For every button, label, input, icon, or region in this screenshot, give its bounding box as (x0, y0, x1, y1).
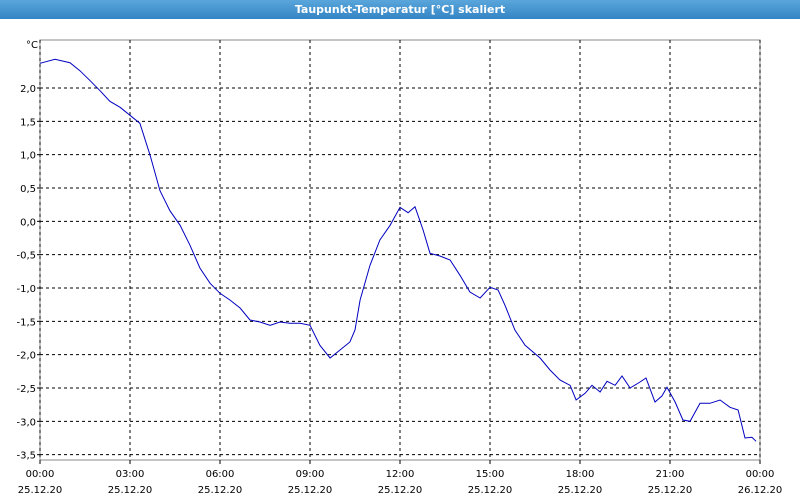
x-tick-date: 25.12.20 (378, 485, 423, 496)
x-tick-label: 03:00 (116, 469, 145, 480)
y-tick-label: -2,5 (16, 384, 36, 395)
title-bar (0, 0, 800, 19)
x-tick-date: 25.12.20 (18, 485, 63, 496)
x-tick-label: 12:00 (386, 469, 415, 480)
x-tick-label: 18:00 (566, 469, 595, 480)
x-tick-label: 00:00 (26, 469, 55, 480)
x-tick-date: 25.12.20 (198, 485, 243, 496)
x-tick-date: 25.12.20 (648, 485, 693, 496)
y-tick-label: -1,5 (16, 317, 36, 328)
y-tick-label: -0,5 (16, 251, 36, 262)
y-tick-label: -3,0 (16, 417, 36, 428)
y-tick-label: 1,5 (20, 117, 36, 128)
x-tick-label: 21:00 (656, 469, 685, 480)
y-tick-label: 2,0 (20, 84, 36, 95)
x-tick-label: 00:00 (746, 469, 775, 480)
chart-title: Taupunkt-Temperatur [°C] skaliert (295, 3, 505, 16)
x-tick-label: 15:00 (476, 469, 505, 480)
x-tick-date: 25.12.20 (558, 485, 603, 496)
x-tick-label: 06:00 (206, 469, 235, 480)
x-tick-date: 25.12.20 (468, 485, 513, 496)
y-tick-label: -2,0 (16, 351, 36, 362)
y-tick-label: -1,0 (16, 284, 36, 295)
y-tick-label: 1,0 (20, 151, 36, 162)
data-line (39, 58, 757, 442)
y-tick-label: -3,5 (16, 451, 36, 462)
y-unit: °C (26, 40, 38, 51)
x-tick-date: 26.12.20 (738, 485, 783, 496)
x-tick-date: 25.12.20 (108, 485, 153, 496)
x-tick-label: 09:00 (296, 469, 325, 480)
y-tick-label: 0,5 (20, 184, 36, 195)
y-tick-label: 0,0 (20, 217, 36, 228)
x-tick-date: 25.12.20 (288, 485, 333, 496)
